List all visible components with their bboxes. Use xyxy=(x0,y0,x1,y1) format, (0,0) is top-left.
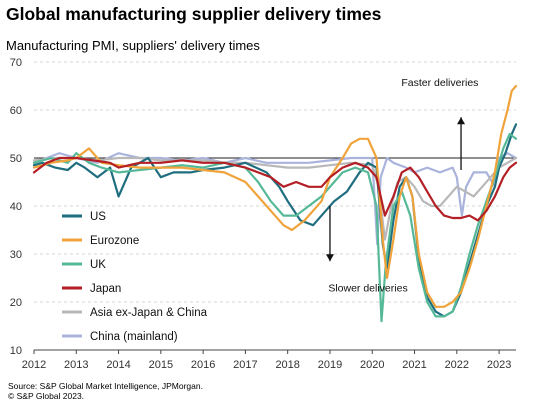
x-tick-label: 2021 xyxy=(402,359,426,371)
series-lines xyxy=(32,84,518,323)
y-tick-label: 40 xyxy=(10,201,22,213)
annotation-slower-deliveries: Slower deliveries xyxy=(328,283,407,295)
y-tick-label: 70 xyxy=(10,57,22,69)
legend-label: Asia ex-Japan & China xyxy=(90,307,208,319)
arrow-down-icon xyxy=(325,254,334,262)
arrow-up-icon xyxy=(457,117,466,125)
x-tick-label: 2020 xyxy=(360,359,384,371)
legend-label: UK xyxy=(90,259,106,271)
annotations: Faster deliveries Slower deliveries xyxy=(325,77,478,295)
y-tick-label: 20 xyxy=(10,297,22,309)
x-tick-label: 2023 xyxy=(487,359,511,371)
legend-label: US xyxy=(90,211,106,223)
copyright-note: © S&P Global 2023. xyxy=(8,391,85,401)
chart-subtitle: Manufacturing PMI, suppliers' delivery t… xyxy=(6,38,260,53)
x-tick-label: 2012 xyxy=(22,359,46,371)
x-tick-label: 2016 xyxy=(191,359,215,371)
y-tick-label: 60 xyxy=(10,105,22,117)
series-line-uk xyxy=(32,132,518,323)
y-tick-label: 10 xyxy=(10,345,22,357)
y-tick-label: 30 xyxy=(10,249,22,261)
chart-title: Global manufacturing supplier delivery t… xyxy=(6,4,382,24)
x-tick-label: 2014 xyxy=(106,359,130,371)
x-tick-label: 2017 xyxy=(233,359,257,371)
legend-label: China (mainland) xyxy=(90,331,178,343)
x-tick-label: 2013 xyxy=(64,359,88,371)
y-tick-label: 50 xyxy=(10,153,22,165)
axes: 10 20 30 40 50 60 70 2012 2013 2014 2015 2016 2017 20… xyxy=(10,57,516,371)
annotation-faster-deliveries: Faster deliveries xyxy=(401,77,478,89)
x-tick-label: 2018 xyxy=(275,359,299,371)
x-tick-label: 2019 xyxy=(318,359,342,371)
source-note: Source: S&P Global Market Intelligence, … xyxy=(8,381,203,391)
legend-label: Japan xyxy=(90,283,121,295)
x-tick-label: 2015 xyxy=(149,359,173,371)
series-line-eurozone xyxy=(32,84,518,308)
series-line-japan xyxy=(32,156,518,222)
x-tick-label: 2022 xyxy=(445,359,469,371)
legend-label: Eurozone xyxy=(90,235,139,247)
legend: US Eurozone UK Japan Asia ex-Japan & China Ch… xyxy=(62,211,208,343)
